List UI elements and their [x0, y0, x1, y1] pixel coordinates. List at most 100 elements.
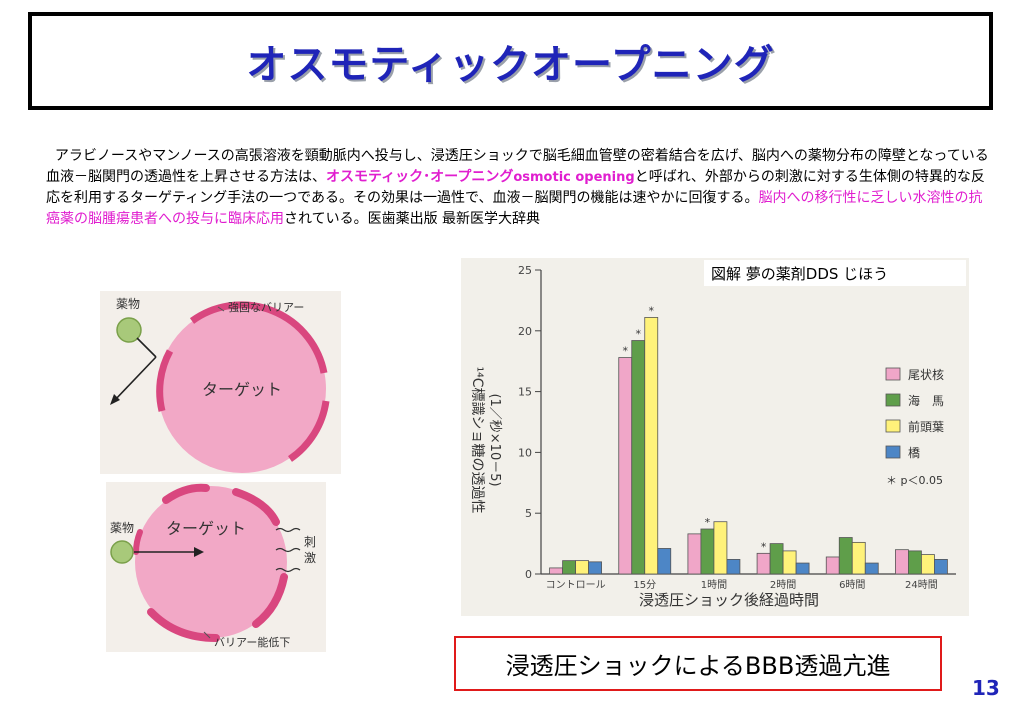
- drug-label: 薬物: [110, 521, 134, 535]
- source-label: 図解 夢の薬剤DDS じほう: [711, 265, 888, 283]
- barrier-pointer: [203, 631, 211, 639]
- bar: [549, 567, 563, 575]
- stimulus-wave: [275, 567, 301, 573]
- caption-text: 浸透圧ショックによるBBB透過亢進: [505, 652, 891, 680]
- legend-note: ＊ p＜0.05: [886, 474, 943, 487]
- significance-mark: *: [761, 540, 767, 553]
- stimulus-label-1: 刺: [304, 535, 316, 549]
- barrier-label: バリアー能低下: [214, 635, 290, 649]
- permeability-bar-chart: 図解 夢の薬剤DDS じほう 0 5 10 15 20 25 コントロール 15分 1時間 2時間…: [469, 260, 966, 609]
- paragraph-part3: されている。医歯薬出版 最新医学大辞典: [284, 211, 541, 227]
- significance-mark: *: [649, 304, 655, 317]
- bar: [908, 550, 922, 575]
- bar: [713, 521, 728, 575]
- x-tick-label: 6時間: [839, 579, 865, 591]
- source-label-bg: [704, 260, 966, 286]
- bar: [921, 554, 935, 575]
- diagram-strong-barrier-svg: 薬物 強固なバリアー ターゲット: [110, 297, 330, 473]
- title-box: オスモティックオープニング: [28, 12, 993, 110]
- y-tick-label: 15: [518, 386, 532, 399]
- bar: [895, 549, 909, 575]
- x-axis-label: 浸透圧ショック後経過時間: [639, 591, 819, 609]
- legend-swatch: [885, 393, 901, 407]
- legend-swatch: [885, 445, 901, 459]
- legend-label: 尾状核: [908, 368, 944, 382]
- legend-swatch: [885, 367, 901, 381]
- bar: [934, 559, 948, 575]
- target-circle: [158, 305, 326, 473]
- significance-mark: *: [705, 516, 711, 529]
- stimulus-label-2: 激: [304, 551, 316, 565]
- barrier-fragment: [133, 529, 143, 555]
- barrier-arc: [287, 400, 330, 462]
- x-tick-label: コントロール: [546, 580, 606, 591]
- bar: [851, 541, 866, 575]
- bar: [726, 559, 741, 575]
- bar: [864, 562, 879, 575]
- y-tick-label: 10: [518, 446, 532, 459]
- bar: [657, 548, 672, 575]
- highlight-osmotic-opening: オスモティック･オープニング: [326, 169, 514, 185]
- barrier-label: 強固なバリアー: [228, 301, 304, 314]
- x-tick-label: 24時間: [905, 579, 938, 591]
- target-circle: [135, 486, 287, 638]
- bar: [588, 561, 602, 575]
- bar: [769, 543, 784, 575]
- diagram-reduced-barrier-svg: 薬物 ターゲット 刺 激 バリアー能低下: [110, 483, 316, 649]
- stimulus-wave: [275, 547, 301, 553]
- diagram-strong-barrier: 薬物 強固なバリアー ターゲット: [100, 291, 341, 474]
- description-paragraph: アラビノースやマンノースの高張溶液を頸動脈内へ投与し、浸透圧ショックで脳毛細血管…: [46, 146, 996, 230]
- arrow-head: [110, 394, 120, 405]
- significance-mark: *: [623, 345, 629, 358]
- chart-panel: 図解 夢の薬剤DDS じほう 0 5 10 15 20 25 コントロール 15分 1時間 2時間…: [461, 258, 969, 616]
- bar: [631, 340, 646, 575]
- x-tick-label: 2時間: [770, 579, 796, 591]
- legend-label: 海 馬: [908, 393, 944, 408]
- bar: [838, 537, 853, 575]
- y-tick-label: 5: [525, 507, 532, 520]
- paragraph-part2: と呼ばれ、外部からの刺激に対する生体側の特異的な反応を利用するターゲティング手法…: [46, 169, 985, 206]
- drug-circle: [110, 540, 134, 564]
- stimulus-wave: [275, 527, 301, 533]
- target-label: ターゲット: [166, 519, 246, 538]
- bar: [687, 533, 702, 575]
- bar: [700, 528, 715, 575]
- y-axis-label: ¹⁴C標識ショ糖の透過性: [469, 367, 485, 514]
- chart-axes: 0 5 10 15 20 25 コントロール 15分 1時間 2時間 6時間 24時間: [518, 264, 956, 591]
- bar: [644, 317, 659, 575]
- legend-label: 前頭葉: [908, 419, 944, 434]
- bar: [782, 550, 797, 575]
- significance-mark: *: [636, 328, 642, 341]
- diagram-reduced-barrier: 薬物 ターゲット 刺 激 バリアー能低下: [106, 482, 326, 652]
- barrier-fragment: [147, 608, 220, 642]
- arrow-head: [194, 547, 204, 557]
- page-number: 13: [972, 676, 1000, 700]
- y-tick-label: 25: [518, 264, 532, 277]
- highlight-osmotic-opening-en: osmotic opening: [513, 170, 635, 185]
- drug-circle: [116, 317, 142, 343]
- bar: [562, 560, 576, 575]
- deflected-arrow-out: [113, 356, 157, 402]
- chart-bars: * * * * *: [549, 304, 948, 575]
- bar: [575, 560, 589, 575]
- barrier-arc: [189, 301, 328, 374]
- y-axis-unit: (1／秒×10－5): [487, 393, 502, 486]
- y-tick-label: 20: [518, 325, 532, 338]
- target-label: ターゲット: [202, 380, 282, 399]
- barrier-fragment: [162, 483, 210, 504]
- highlight-clinical-application: 脳内への移行性に乏しい水溶性の抗癌薬の脳腫瘍患者への投与に臨床応用: [46, 190, 983, 227]
- bar: [756, 552, 771, 575]
- drug-label: 薬物: [116, 297, 140, 311]
- barrier-pointer: [217, 306, 225, 312]
- caption-box: 浸透圧ショックによるBBB透過亢進: [454, 636, 942, 691]
- legend-label: 橋: [908, 446, 920, 460]
- y-tick-label: 0: [525, 568, 532, 581]
- x-tick-label: 1時間: [701, 579, 727, 591]
- bar: [795, 562, 810, 575]
- x-tick-label: 15分: [633, 579, 656, 591]
- deflected-arrow-in: [136, 337, 157, 358]
- barrier-arc: [156, 349, 174, 412]
- bar: [825, 556, 840, 575]
- paragraph-part1: アラビノースやマンノースの高張溶液を頸動脈内へ投与し、浸透圧ショックで脳毛細血管…: [46, 148, 989, 185]
